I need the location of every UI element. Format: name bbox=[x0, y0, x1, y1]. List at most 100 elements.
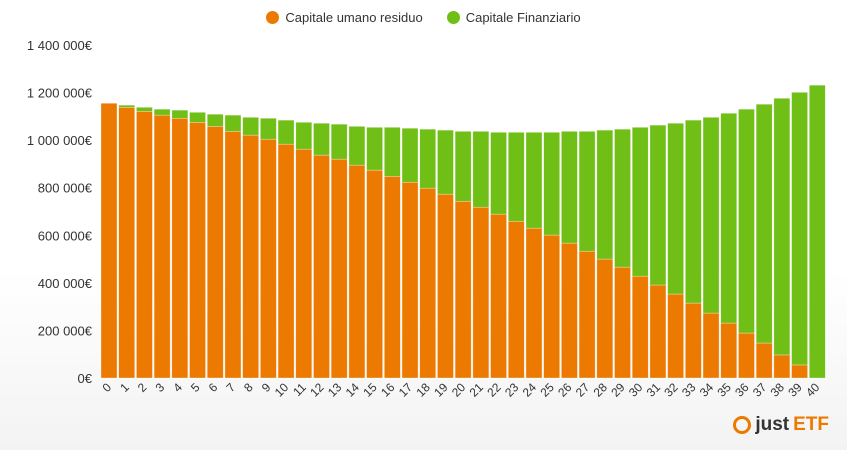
bar-capitale-umano[interactable] bbox=[295, 148, 313, 379]
bar-capitale-umano[interactable] bbox=[702, 312, 720, 379]
bar-capitale-umano[interactable] bbox=[118, 107, 136, 379]
x-tick-label: 4 bbox=[170, 380, 185, 395]
bar-capitale-finanziario[interactable] bbox=[330, 123, 348, 160]
x-tick-label: 40 bbox=[803, 380, 823, 400]
bar-capitale-umano[interactable] bbox=[649, 284, 667, 379]
bar-capitale-umano[interactable] bbox=[472, 206, 490, 379]
bar-capitale-finanziario[interactable] bbox=[773, 97, 791, 356]
bar-capitale-finanziario[interactable] bbox=[118, 104, 136, 108]
y-tick-label: 0€ bbox=[78, 371, 93, 386]
bar-capitale-finanziario[interactable] bbox=[649, 124, 667, 286]
bar-capitale-finanziario[interactable] bbox=[277, 119, 295, 145]
bar-capitale-umano[interactable] bbox=[330, 158, 348, 379]
legend-dot-orange bbox=[266, 11, 280, 24]
bar-capitale-finanziario[interactable] bbox=[260, 117, 277, 140]
bar-capitale-finanziario[interactable] bbox=[153, 108, 171, 116]
bar-capitale-finanziario[interactable] bbox=[596, 129, 614, 260]
bar-capitale-finanziario[interactable] bbox=[578, 131, 596, 252]
bar-capitale-finanziario[interactable] bbox=[791, 92, 808, 366]
bar-capitale-umano[interactable] bbox=[791, 364, 808, 379]
logo-text-just: just bbox=[755, 414, 790, 435]
bar-capitale-finanziario[interactable] bbox=[171, 109, 189, 119]
bar-capitale-umano[interactable] bbox=[260, 138, 277, 379]
bar-capitale-umano[interactable] bbox=[384, 175, 401, 379]
bar-capitale-finanziario[interactable] bbox=[401, 127, 419, 183]
y-tick-label: 1 200 000€ bbox=[27, 86, 93, 101]
bar-capitale-umano[interactable] bbox=[631, 275, 649, 379]
bar-capitale-umano[interactable] bbox=[224, 131, 242, 379]
bar-capitale-umano[interactable] bbox=[171, 117, 189, 379]
bar-capitale-finanziario[interactable] bbox=[472, 131, 490, 208]
bar-capitale-umano[interactable] bbox=[773, 354, 791, 379]
y-tick-label: 200 000€ bbox=[38, 323, 93, 338]
bar-capitale-umano[interactable] bbox=[755, 342, 773, 379]
bar-capitale-umano[interactable] bbox=[578, 250, 596, 379]
bar-capitale-umano[interactable] bbox=[561, 242, 578, 379]
bar-capitale-finanziario[interactable] bbox=[295, 122, 313, 150]
legend-label: Capitale Finanziario bbox=[465, 10, 581, 25]
bar-capitale-umano[interactable] bbox=[738, 332, 755, 379]
bar-capitale-umano[interactable] bbox=[348, 164, 366, 379]
bar-capitale-finanziario[interactable] bbox=[437, 129, 454, 195]
bar-capitale-finanziario[interactable] bbox=[189, 112, 206, 123]
bar-capitale-finanziario[interactable] bbox=[490, 131, 507, 215]
bar-capitale-umano[interactable] bbox=[596, 258, 614, 379]
bar-capitale-finanziario[interactable] bbox=[755, 103, 773, 344]
x-tick-label: 8 bbox=[241, 380, 256, 395]
bar-capitale-umano[interactable] bbox=[153, 114, 171, 379]
bar-capitale-finanziario[interactable] bbox=[507, 131, 525, 222]
bar-capitale-umano[interactable] bbox=[189, 122, 206, 379]
bar-capitale-umano[interactable] bbox=[366, 169, 383, 379]
bar-capitale-finanziario[interactable] bbox=[667, 122, 684, 295]
bar-capitale-finanziario[interactable] bbox=[206, 113, 224, 127]
bar-capitale-finanziario[interactable] bbox=[702, 117, 720, 314]
logo-text-etf: ETF bbox=[793, 414, 829, 435]
legend-dot-green bbox=[446, 11, 460, 24]
x-tick-label: 9 bbox=[259, 380, 274, 395]
logo-icon bbox=[733, 416, 752, 434]
bar-capitale-umano[interactable] bbox=[525, 227, 543, 379]
bar-capitale-finanziario[interactable] bbox=[738, 108, 755, 334]
bar-capitale-umano[interactable] bbox=[242, 134, 259, 379]
bar-capitale-umano[interactable] bbox=[437, 193, 454, 379]
bar-capitale-finanziario[interactable] bbox=[136, 107, 153, 112]
bar-capitale-umano[interactable] bbox=[313, 154, 330, 379]
legend-label: Capitale umano residuo bbox=[285, 10, 423, 25]
bar-capitale-finanziario[interactable] bbox=[348, 126, 366, 166]
bar-capitale-finanziario[interactable] bbox=[384, 126, 401, 177]
x-tick-label: 10 bbox=[272, 380, 292, 400]
bar-capitale-finanziario[interactable] bbox=[614, 128, 631, 268]
bar-capitale-finanziario[interactable] bbox=[313, 122, 330, 156]
bar-capitale-umano[interactable] bbox=[490, 213, 507, 379]
bar-capitale-umano[interactable] bbox=[277, 143, 295, 379]
bar-capitale-finanziario[interactable] bbox=[224, 114, 242, 132]
bar-capitale-umano[interactable] bbox=[543, 234, 560, 379]
bar-capitale-finanziario[interactable] bbox=[419, 128, 437, 189]
bar-capitale-finanziario[interactable] bbox=[631, 126, 649, 277]
bar-capitale-finanziario[interactable] bbox=[525, 131, 543, 229]
bar-capitale-finanziario[interactable] bbox=[808, 84, 826, 379]
bar-capitale-finanziario[interactable] bbox=[366, 126, 383, 171]
bar-capitale-umano[interactable] bbox=[206, 126, 224, 379]
bar-capitale-umano[interactable] bbox=[507, 220, 525, 379]
bar-capitale-umano[interactable] bbox=[454, 200, 472, 379]
bar-capitale-finanziario[interactable] bbox=[685, 119, 702, 304]
y-tick-label: 1 400 000€ bbox=[27, 38, 93, 53]
bar-capitale-umano[interactable] bbox=[401, 181, 419, 379]
bar-capitale-umano[interactable] bbox=[136, 111, 153, 379]
bar-capitale-umano[interactable] bbox=[720, 322, 738, 379]
legend-item-capitale-umano[interactable]: Capitale umano residuo bbox=[266, 10, 423, 25]
bar-capitale-finanziario[interactable] bbox=[543, 131, 560, 236]
bar-capitale-finanziario[interactable] bbox=[561, 131, 578, 244]
bar-capitale-umano[interactable] bbox=[685, 302, 702, 379]
bar-capitale-umano[interactable] bbox=[614, 266, 631, 379]
bar-capitale-umano[interactable] bbox=[100, 102, 118, 379]
bar-capitale-finanziario[interactable] bbox=[454, 131, 472, 202]
bar-capitale-finanziario[interactable] bbox=[242, 117, 259, 136]
legend-item-capitale-finanziario[interactable]: Capitale Finanziario bbox=[446, 10, 581, 25]
bar-capitale-umano[interactable] bbox=[667, 293, 684, 379]
bar-capitale-finanziario[interactable] bbox=[720, 112, 738, 324]
y-tick-label: 1 000 000€ bbox=[27, 133, 93, 148]
bar-capitale-umano[interactable] bbox=[419, 187, 437, 379]
